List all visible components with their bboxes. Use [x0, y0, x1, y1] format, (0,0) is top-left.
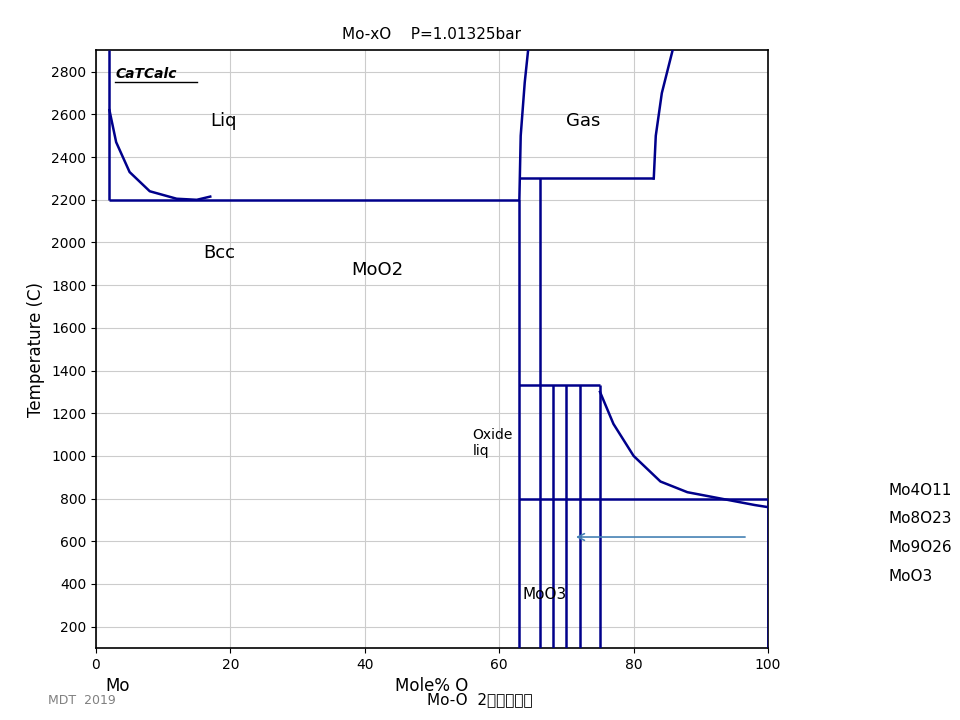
Text: Gas: Gas: [566, 112, 601, 130]
X-axis label: Mole% O: Mole% O: [396, 678, 468, 696]
Text: Bcc: Bcc: [204, 244, 235, 262]
Text: CaTCalc: CaTCalc: [115, 67, 177, 81]
Text: Oxide
liq: Oxide liq: [472, 428, 513, 458]
Text: Mo8O23: Mo8O23: [888, 511, 951, 526]
Text: Mo9O26: Mo9O26: [888, 540, 951, 555]
Text: Liq: Liq: [210, 112, 237, 130]
Text: Mo4O11: Mo4O11: [888, 482, 951, 498]
Text: Mo: Mo: [106, 678, 131, 696]
Title: Mo-xO    P=1.01325bar: Mo-xO P=1.01325bar: [343, 27, 521, 42]
Text: MoO3: MoO3: [522, 587, 567, 602]
Text: MDT  2019: MDT 2019: [48, 694, 116, 707]
Text: MoO2: MoO2: [351, 261, 403, 279]
Text: MoO3: MoO3: [888, 569, 932, 584]
Text: Mo-O  2元系状態図: Mo-O 2元系状態図: [427, 692, 533, 707]
Y-axis label: Temperature (C): Temperature (C): [28, 282, 45, 417]
